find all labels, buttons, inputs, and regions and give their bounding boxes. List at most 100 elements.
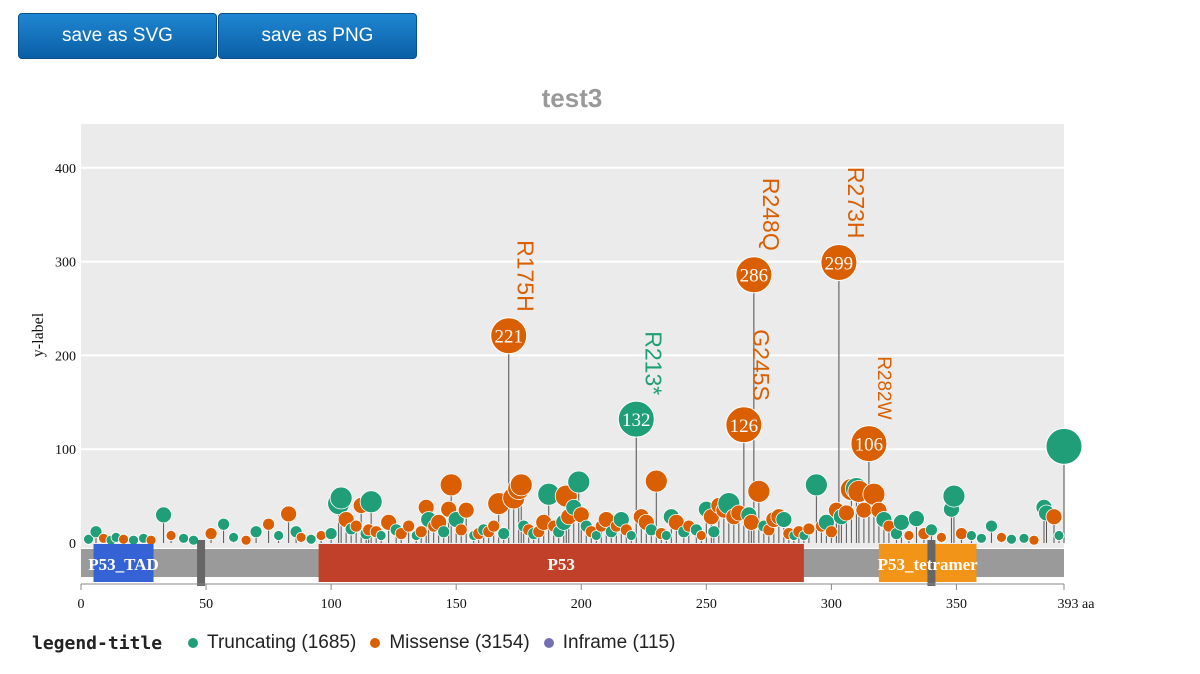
mutation-dot [925, 523, 938, 537]
hotspot-label: R282W [873, 356, 894, 419]
mutation-dot [908, 510, 925, 528]
hotspot-label: G245S [748, 329, 774, 401]
mutation-dot [802, 522, 816, 536]
missense-dot-icon [370, 638, 381, 648]
y-tick-label: 400 [55, 162, 76, 177]
x-tick-label: 200 [571, 597, 592, 612]
x-end-label: 393 aa [1058, 597, 1096, 612]
mutation-dot [128, 534, 139, 546]
mutation-dot [804, 473, 828, 497]
mutation-dot [862, 482, 886, 506]
hotspot-label: R175H [513, 240, 539, 312]
legend-item-inframe[interactable]: Inframe (115) [543, 632, 675, 654]
mutation-dot [439, 473, 463, 497]
mutation-dot [837, 504, 855, 522]
mutation-dot [280, 505, 298, 523]
mutation-dot [145, 534, 157, 546]
hotspot-circle [617, 400, 655, 438]
y-tick-label: 100 [55, 443, 76, 458]
hotspot-circle [490, 317, 528, 355]
mutation-dot [1018, 532, 1030, 544]
save-svg-button[interactable]: save as SVG [18, 13, 217, 59]
mutation-dot [966, 530, 977, 541]
legend: legend-title Truncating (1685) Missense … [32, 630, 689, 656]
legend-item-missense[interactable]: Missense (3154) [370, 632, 530, 654]
mutation-dot [295, 531, 307, 543]
mutation-dot [985, 519, 998, 533]
y-axis-label: y-label [30, 312, 47, 357]
x-tick-label: 50 [199, 597, 213, 612]
hotspot-count: 126 [730, 416, 759, 437]
mutation-dot [217, 517, 230, 531]
mutation-dot [976, 532, 987, 544]
y-tick-label: 0 [69, 537, 76, 552]
mutation-dot [824, 525, 838, 539]
legend-label: Missense (3154) [389, 632, 530, 653]
mutation-dot [996, 531, 1007, 543]
legend-label: Truncating (1685) [207, 632, 357, 653]
hotspot-count: 106 [855, 435, 884, 456]
mutation-dot [487, 519, 501, 533]
hotspot-count: 132 [622, 410, 651, 431]
protein-domain [318, 544, 804, 582]
mutation-dot [188, 534, 199, 546]
legend-title: legend-title [32, 632, 163, 654]
mutation-dot [1006, 533, 1017, 545]
y-tick-label: 300 [55, 256, 76, 271]
mutation-dot [402, 519, 416, 533]
mutation-dot [178, 532, 189, 544]
mutation-dot [324, 527, 338, 541]
hotspot-circle [1045, 427, 1083, 465]
mutation-dot [590, 530, 602, 541]
mutation-dot [305, 533, 317, 545]
x-tick-label: 100 [321, 597, 342, 612]
hotspot-count: 299 [825, 254, 854, 275]
mutation-dot [1028, 534, 1040, 546]
mutation-dot [329, 486, 353, 510]
mutation-dot [375, 530, 387, 541]
domain-marker [197, 540, 206, 586]
lollipop-chart: 0 100 200 300 400 221 R175H 132 R213* 126 G245S 28… [30, 83, 1096, 612]
mutation-dot [567, 470, 591, 494]
x-tick-label: 350 [946, 597, 967, 612]
mutation-dot [1053, 530, 1065, 541]
mutation-dot [273, 530, 285, 541]
mutation-dot [942, 484, 966, 508]
mutation-dot [936, 531, 947, 543]
chart-title: test3 [542, 83, 603, 113]
mutation-dot [747, 480, 771, 503]
x-tick-label: 250 [696, 597, 717, 612]
mutation-dot [625, 530, 637, 541]
hotspot-count: 286 [740, 266, 769, 287]
mutation-dot [1045, 508, 1063, 526]
mutation-dot [349, 519, 363, 533]
hotspot-circle [725, 406, 763, 444]
truncating-dot-icon [188, 638, 199, 648]
hotspot-label: R273H [843, 167, 869, 239]
mutation-dot [707, 525, 721, 539]
hotspot-circle [850, 425, 888, 463]
mutation-dot [509, 473, 533, 497]
mutation-dot [695, 530, 707, 541]
mutation-dot [315, 530, 327, 541]
mutation-dot [775, 511, 793, 528]
mutation-dot [155, 506, 172, 524]
legend-item-truncating[interactable]: Truncating (1685) [188, 632, 356, 654]
mutation-dot [89, 525, 103, 539]
save-png-button[interactable]: save as PNG [218, 13, 417, 59]
protein-domain [93, 544, 154, 582]
hotspot-circle [735, 256, 773, 294]
mutation-dot [955, 527, 968, 541]
mutation-dot [249, 525, 263, 539]
x-tick-label: 150 [446, 597, 467, 612]
mutation-dot [903, 530, 915, 541]
y-tick-label: 200 [55, 349, 76, 364]
inframe-dot-icon [543, 638, 554, 648]
mutation-dot [118, 533, 129, 545]
mutation-dot [893, 513, 910, 531]
mutation-dot [204, 527, 218, 541]
mutation-dot [262, 517, 275, 531]
mutation-dot [83, 533, 94, 545]
mutation-dot [742, 513, 760, 531]
domain-label: P53_tetramer [878, 555, 979, 574]
